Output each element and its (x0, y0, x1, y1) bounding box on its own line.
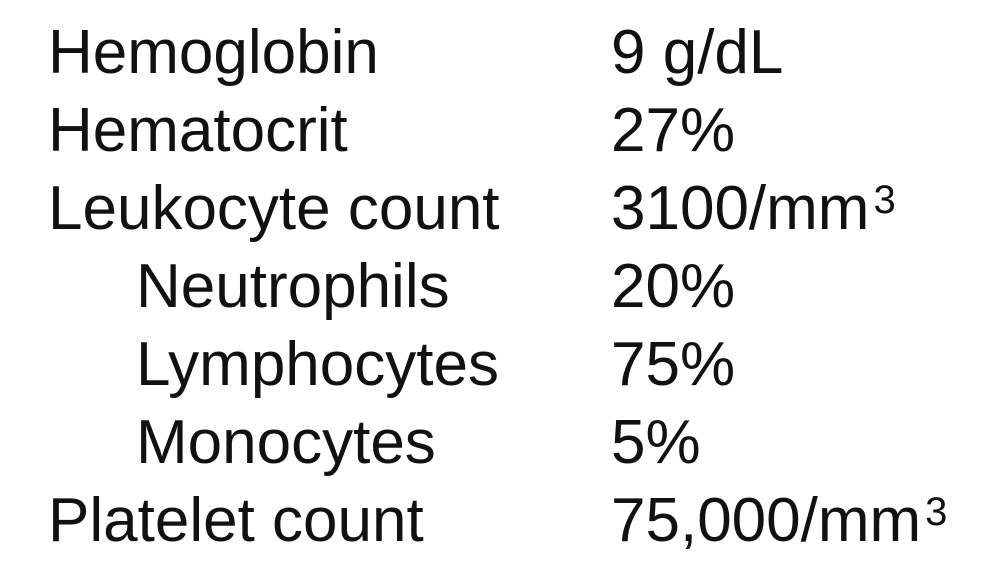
lab-value-text: 27% (611, 96, 736, 165)
lab-value-superscript: 3 (873, 178, 896, 222)
lab-label: Leukocyte count (48, 174, 500, 243)
lab-value-text: 75,000/mm (611, 486, 922, 555)
lab-value: 75% (611, 326, 735, 404)
lab-value-text: 9 g/dL (611, 18, 784, 87)
lab-label: Neutrophils (136, 252, 450, 321)
lab-value: 5% (611, 404, 701, 482)
lab-value: 75,000/mm 3 (611, 482, 947, 567)
lab-value-superscript: 3 (925, 490, 948, 534)
lab-value: 27% (611, 92, 735, 170)
lab-label: Hemoglobin (48, 18, 379, 87)
lab-label: Hematocrit (48, 96, 348, 165)
lab-label: Monocytes (136, 408, 436, 477)
lab-value: 3100/mm 3 (611, 170, 896, 255)
lab-label: Lymphocytes (136, 330, 499, 399)
lab-value-text: 20% (611, 252, 736, 321)
lab-label: Platelet count (48, 486, 424, 555)
lab-value-text: 75% (611, 330, 736, 399)
lab-value-text: 3100/mm (611, 174, 870, 243)
lab-value-text: 5% (611, 408, 701, 477)
lab-value: 20% (611, 248, 735, 326)
lab-value: 9 g/dL (611, 14, 783, 92)
